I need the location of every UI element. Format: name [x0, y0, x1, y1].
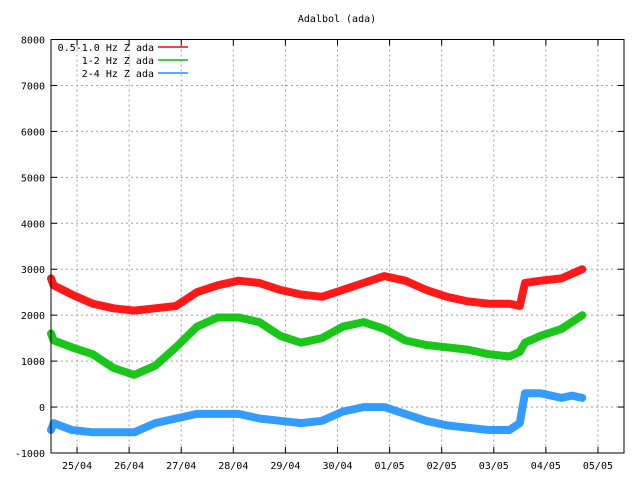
- y-tick-label: -1000: [15, 449, 45, 460]
- x-tick-label: 28/04: [218, 461, 248, 472]
- y-tick-label: 8000: [21, 36, 45, 47]
- series-line-3: [47, 389, 587, 437]
- chart-title: Adalbol (ada): [298, 14, 376, 25]
- legend-label: 2-4 Hz Z ada: [82, 69, 154, 80]
- series-layer: [47, 265, 587, 437]
- y-tick-label: 4000: [21, 219, 45, 230]
- legend: 0.5-1.0 Hz Z ada 1-2 Hz Z ada 2-4 Hz Z ada: [58, 43, 188, 80]
- y-tick-label: 0: [39, 403, 45, 414]
- grid-layer: [51, 39, 624, 453]
- x-tick-label: 05/05: [583, 461, 613, 472]
- x-tick-label: 30/04: [322, 461, 352, 472]
- x-tick-label: 25/04: [62, 461, 92, 472]
- x-tick-label: 29/04: [270, 461, 300, 472]
- legend-label: 0.5-1.0 Hz Z ada: [58, 43, 154, 54]
- y-tick-label: 3000: [21, 265, 45, 276]
- x-tick-label: 04/05: [531, 461, 561, 472]
- legend-label: 1-2 Hz Z ada: [82, 56, 154, 67]
- x-tick-label: 02/05: [427, 461, 457, 472]
- x-tick-label: 03/05: [479, 461, 509, 472]
- y-tick-label: 5000: [21, 173, 45, 184]
- y-tick-label: 1000: [21, 357, 45, 368]
- x-tick-label: 01/05: [375, 461, 405, 472]
- x-tick-label: 26/04: [114, 461, 144, 472]
- y-tick-label: 2000: [21, 311, 45, 322]
- y-tick-label: 7000: [21, 81, 45, 92]
- y-tick-label: 6000: [21, 127, 45, 138]
- x-tick-label: 27/04: [166, 461, 196, 472]
- axis-layer: -1000 0 1000 2000 3000 4000 5000 6000 7000 8000 25…: [15, 36, 624, 472]
- series-line-1: [47, 265, 587, 315]
- series-line-2: [47, 311, 587, 379]
